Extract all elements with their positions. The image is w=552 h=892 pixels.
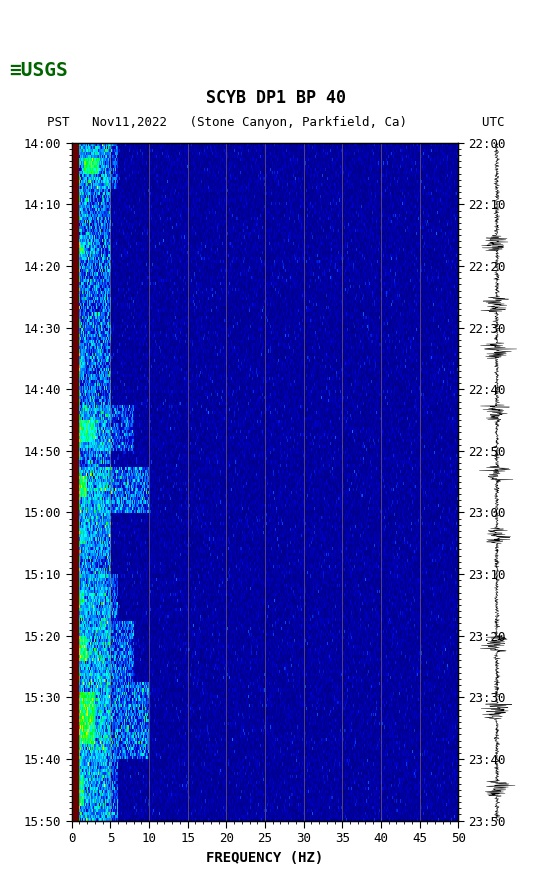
X-axis label: FREQUENCY (HZ): FREQUENCY (HZ)	[206, 851, 323, 865]
Text: PST   Nov11,2022   (Stone Canyon, Parkfield, Ca)          UTC: PST Nov11,2022 (Stone Canyon, Parkfield,…	[47, 116, 505, 129]
Bar	[72, 143, 78, 821]
Text: ≡USGS: ≡USGS	[9, 61, 67, 80]
Text: SCYB DP1 BP 40: SCYB DP1 BP 40	[206, 89, 346, 107]
